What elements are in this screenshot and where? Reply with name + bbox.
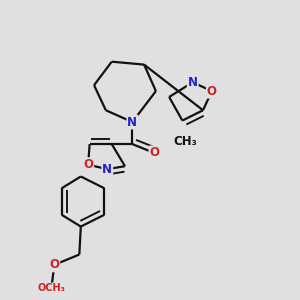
Text: CH₃: CH₃ — [173, 135, 197, 148]
Text: OCH₃: OCH₃ — [38, 284, 65, 293]
Text: O: O — [83, 158, 93, 171]
Text: O: O — [207, 85, 217, 98]
Text: N: N — [188, 76, 198, 89]
Text: N: N — [127, 116, 137, 128]
Text: O: O — [49, 258, 59, 271]
Text: O: O — [149, 146, 159, 159]
Text: N: N — [102, 163, 112, 176]
